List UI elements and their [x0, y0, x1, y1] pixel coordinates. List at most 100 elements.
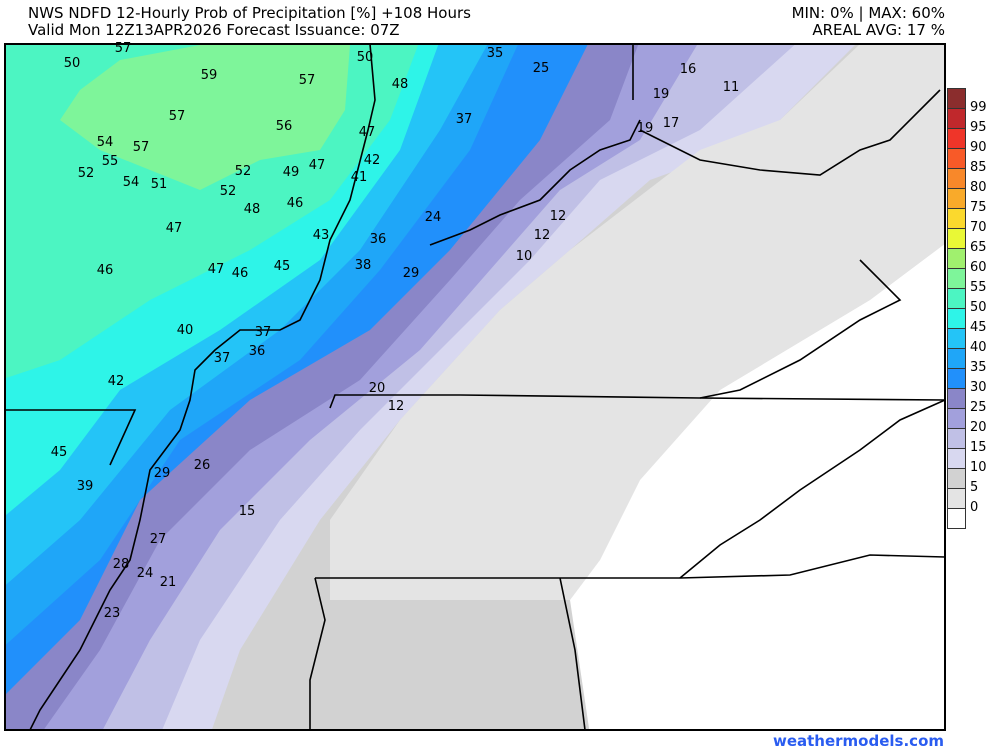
legend-label: 60 [970, 260, 987, 275]
point-value-label: 54 [97, 135, 114, 150]
legend-swatch [947, 508, 966, 529]
legend-label: 50 [970, 300, 987, 315]
border-ms-ar [309, 577, 326, 730]
point-value-label: 42 [108, 374, 125, 389]
point-value-label: 47 [208, 262, 225, 277]
border-ms-al [559, 577, 586, 730]
border-ky-va [699, 259, 902, 399]
legend-swatch [947, 328, 966, 348]
min-max-readout: MIN: 0% | MAX: 60% [791, 4, 945, 22]
legend-swatch [947, 488, 966, 508]
point-value-label: 10 [516, 249, 533, 264]
point-value-label: 24 [425, 210, 442, 225]
legend-label: 30 [970, 380, 987, 395]
point-value-label: 29 [154, 466, 171, 481]
point-value-label: 26 [194, 458, 211, 473]
legend-label: 45 [970, 320, 987, 335]
shade-0-gray [330, 44, 945, 600]
point-value-label: 24 [137, 566, 154, 581]
border-il-ky-ohio-river [429, 119, 641, 246]
valid-time: Valid Mon 12Z13APR2026 Forecast Issuance… [28, 21, 400, 39]
point-value-label: 52 [235, 164, 252, 179]
mississippi-river [29, 44, 376, 730]
point-value-label: 59 [201, 68, 218, 83]
point-value-label: 37 [214, 351, 231, 366]
map-frame [4, 43, 946, 731]
legend-label: 0 [970, 500, 979, 515]
legend-swatch [947, 308, 966, 328]
point-value-label: 52 [78, 166, 95, 181]
legend-swatch [947, 428, 966, 448]
point-value-label: 50 [64, 56, 81, 71]
point-value-label: 51 [151, 177, 168, 192]
point-value-label: 37 [255, 325, 272, 340]
legend-label: 25 [970, 400, 987, 415]
point-value-label: 52 [220, 184, 237, 199]
legend-label: 10 [970, 460, 987, 475]
color-legend [947, 88, 966, 529]
probability-shading [5, 44, 945, 730]
legend-swatch [947, 448, 966, 468]
legend-label: 75 [970, 200, 987, 215]
point-value-label: 43 [313, 228, 330, 243]
map-title: NWS NDFD 12-Hourly Prob of Precipitation… [28, 4, 471, 22]
legend-label: 55 [970, 280, 987, 295]
legend-label: 5 [970, 480, 979, 495]
point-value-label: 47 [166, 221, 183, 236]
point-value-label: 46 [232, 266, 249, 281]
point-value-label: 56 [276, 119, 293, 134]
legend-swatch [947, 128, 966, 148]
point-value-label: 20 [369, 381, 386, 396]
legend-label: 65 [970, 240, 987, 255]
border-ky-tn [329, 394, 945, 409]
legend-swatch [947, 348, 966, 368]
point-value-labels: 57 50 59 57 50 35 25 16 11 48 19 57 56 37 47 19 17 54 57 55… [51, 41, 740, 621]
legend-label: 85 [970, 160, 987, 175]
legend-swatch [947, 248, 966, 268]
point-value-label: 48 [392, 77, 409, 92]
areal-average-readout: AREAL AVG: 17 % [812, 21, 945, 39]
point-value-label: 27 [150, 532, 167, 547]
point-value-label: 57 [169, 109, 186, 124]
legend-swatch [947, 468, 966, 488]
point-value-label: 17 [663, 116, 680, 131]
shade-0-white [570, 243, 945, 730]
legend-label: 15 [970, 440, 987, 455]
point-value-label: 57 [299, 73, 316, 88]
legend-label: 35 [970, 360, 987, 375]
border-tn-ms-al-ga [315, 554, 945, 579]
point-value-label: 45 [274, 259, 291, 274]
legend-swatch [947, 168, 966, 188]
credit-link[interactable]: weathermodels.com [772, 732, 944, 750]
point-value-label: 12 [550, 209, 567, 224]
point-value-label: 54 [123, 175, 140, 190]
point-value-label: 39 [77, 479, 94, 494]
legend-label: 20 [970, 420, 987, 435]
legend-swatch [947, 228, 966, 248]
point-value-label: 37 [456, 112, 473, 127]
legend-label: 95 [970, 120, 987, 135]
legend-swatch [947, 388, 966, 408]
point-value-label: 19 [637, 121, 654, 136]
border-mo-ar [5, 409, 137, 466]
point-value-label: 42 [364, 153, 381, 168]
legend-swatch [947, 368, 966, 388]
point-value-label: 21 [160, 575, 177, 590]
point-value-label: 57 [115, 41, 132, 56]
point-value-label: 15 [239, 504, 256, 519]
border-tn-nc [679, 399, 945, 579]
state-borders [5, 44, 945, 730]
point-value-label: 55 [102, 154, 119, 169]
legend-swatch [947, 148, 966, 168]
point-value-label: 49 [283, 165, 300, 180]
legend-swatch [947, 408, 966, 428]
point-value-label: 19 [653, 87, 670, 102]
legend-label: 40 [970, 340, 987, 355]
legend-swatch [947, 268, 966, 288]
legend-label: 80 [970, 180, 987, 195]
point-value-label: 48 [244, 202, 261, 217]
point-value-label: 46 [287, 196, 304, 211]
legend-label: 70 [970, 220, 987, 235]
legend-swatch [947, 108, 966, 128]
